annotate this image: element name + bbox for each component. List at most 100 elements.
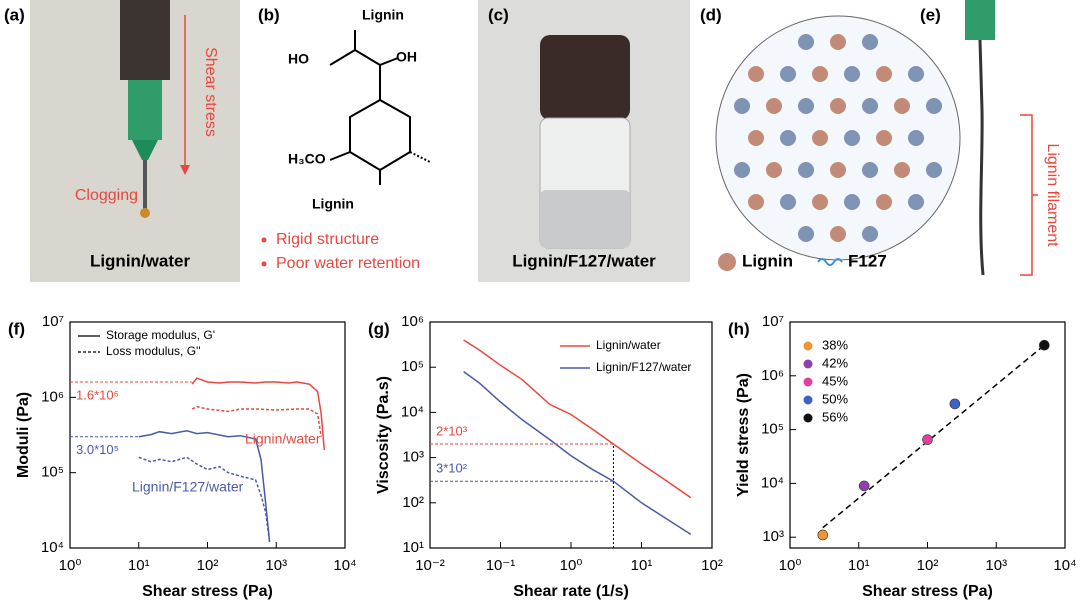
point xyxy=(858,480,870,492)
x-tick-label: 10⁻² xyxy=(415,557,445,574)
particles xyxy=(734,34,942,242)
point xyxy=(922,434,933,445)
legend-marker xyxy=(803,341,813,351)
panel-label: (f) xyxy=(8,319,25,338)
y-tick-label: 10⁴ xyxy=(41,539,64,556)
legend-text: 42% xyxy=(822,355,848,370)
particle xyxy=(734,98,750,114)
panel-label: (e) xyxy=(920,5,941,24)
legend-text: Lignin/F127/water xyxy=(596,360,691,374)
group: Lignin xyxy=(362,7,404,23)
particle xyxy=(862,162,878,178)
particle xyxy=(844,130,860,146)
syringe xyxy=(120,0,170,80)
legend-text: 38% xyxy=(822,337,848,352)
annotation: Lignin/water xyxy=(245,431,321,447)
particle xyxy=(876,130,892,146)
particle xyxy=(798,34,814,50)
panel-label: (h) xyxy=(728,319,750,338)
y-tick-label: 10³ xyxy=(402,449,424,466)
legend-marker xyxy=(718,253,736,271)
y-axis-label: Viscosity (Pa.s) xyxy=(375,376,392,494)
legend-text: 50% xyxy=(822,391,848,406)
x-tick-label: 10² xyxy=(701,557,723,574)
arrow-head xyxy=(180,165,190,175)
y-tick-label: 10¹ xyxy=(402,539,424,556)
panel-label: (a) xyxy=(4,5,25,24)
legend-marker xyxy=(803,359,813,369)
particle xyxy=(812,194,828,210)
reference-label: 3*10² xyxy=(436,461,468,476)
y-axis-label: Yield stress (Pa) xyxy=(735,373,752,497)
caption: Lignin/water xyxy=(90,251,191,270)
y-tick-label: 10⁵ xyxy=(401,358,424,375)
particle xyxy=(862,98,878,114)
reference-label: 1.6*10⁶ xyxy=(76,387,119,402)
particle xyxy=(830,162,846,178)
bond xyxy=(379,57,399,66)
panel-label: (c) xyxy=(488,5,509,24)
y-tick-label: 10² xyxy=(402,494,424,511)
y-tick-label: 10⁵ xyxy=(761,421,784,438)
y-tick-label: 10⁶ xyxy=(401,313,424,330)
annotation: Lignin/F127/water xyxy=(132,479,244,495)
note: Clogging xyxy=(75,187,138,204)
point xyxy=(1039,339,1050,351)
vial-base xyxy=(540,190,630,248)
group: H₃CO xyxy=(288,151,326,167)
x-tick-label: 10⁰ xyxy=(560,557,583,574)
legend-text: 45% xyxy=(822,373,848,388)
y-tick-label: 10⁷ xyxy=(762,313,784,330)
y-tick-label: 10⁷ xyxy=(42,313,64,330)
particle xyxy=(766,98,782,114)
x-tick-label: 10⁰ xyxy=(779,557,802,574)
x-tick-label: 10⁻¹ xyxy=(486,557,516,574)
panel-label: (b) xyxy=(258,5,280,24)
legend-text: Loss modulus, G'' xyxy=(106,344,201,358)
bond xyxy=(409,151,431,163)
arrow-label: Shear stress xyxy=(202,47,219,137)
point xyxy=(949,398,961,410)
y-axis-label: Moduli (Pa) xyxy=(15,392,32,478)
group: Lignin xyxy=(312,196,354,212)
bond xyxy=(329,151,351,161)
x-tick-label: 10² xyxy=(917,557,939,574)
x-axis-label: Shear rate (1/s) xyxy=(513,583,629,600)
particle xyxy=(862,226,878,242)
particle xyxy=(830,226,846,242)
series-line xyxy=(191,405,322,437)
structure xyxy=(329,30,431,185)
y-tick-label: 10³ xyxy=(762,528,784,545)
y-tick-label: 10⁶ xyxy=(41,388,64,405)
nozzle xyxy=(965,0,995,40)
particle xyxy=(798,98,814,114)
particle xyxy=(908,66,924,82)
particle xyxy=(812,130,828,146)
particle xyxy=(766,162,782,178)
particle xyxy=(844,66,860,82)
bracket xyxy=(1020,114,1038,276)
particle xyxy=(798,226,814,242)
legend-marker xyxy=(803,413,813,423)
series-line xyxy=(191,377,326,451)
bond xyxy=(329,49,356,66)
x-tick-label: 10⁰ xyxy=(59,557,82,574)
x-tick-label: 10¹ xyxy=(631,557,653,574)
nozzle xyxy=(128,80,162,140)
legend-text: F127 xyxy=(848,251,887,270)
particle xyxy=(830,34,846,50)
particle xyxy=(812,66,828,82)
particle xyxy=(780,194,796,210)
legend-text: Storage modulus, G' xyxy=(106,328,215,342)
caption: Lignin/F127/water xyxy=(512,251,656,270)
x-tick-label: 10⁴ xyxy=(333,557,356,574)
x-tick-label: 10³ xyxy=(265,557,287,574)
x-axis-label: Shear stress (Pa) xyxy=(142,583,273,600)
particle xyxy=(844,194,860,210)
particle xyxy=(862,34,878,50)
fit-line xyxy=(822,344,1045,529)
y-tick-label: 10⁴ xyxy=(401,403,424,420)
bullet xyxy=(261,261,267,267)
legend-marker xyxy=(803,395,813,405)
